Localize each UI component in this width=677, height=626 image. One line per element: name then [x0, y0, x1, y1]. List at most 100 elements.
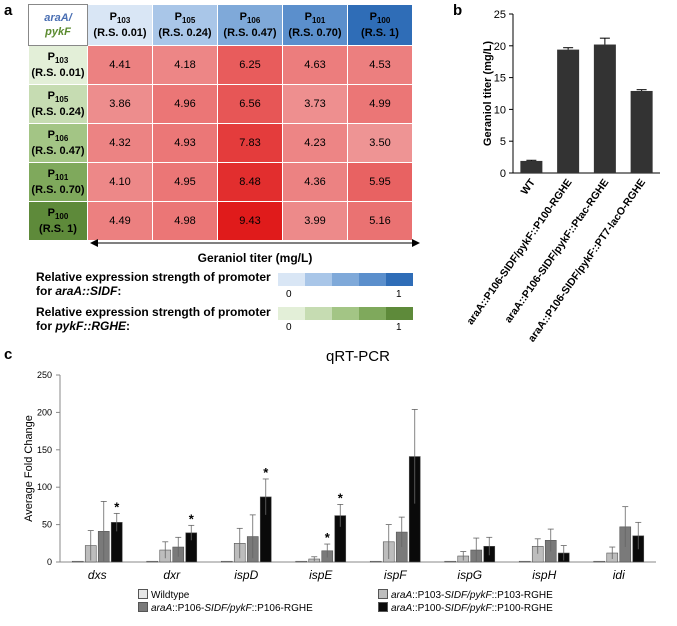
- legend-text-part: ::P100-RGHE: [491, 603, 553, 614]
- y-tick-label: 250: [37, 370, 52, 380]
- qrtpcr-legend-right: araA::P103-SIDF/pykF::P103-RGHE araA::P1…: [378, 589, 553, 615]
- legend-swatch: [378, 602, 388, 612]
- y-tick-label: 200: [37, 407, 52, 417]
- significance-mark: *: [189, 511, 195, 526]
- colorbar-swatch: [305, 307, 332, 320]
- y-tick-label: 50: [42, 520, 52, 530]
- heatmap-row-header: P105 (R.S. 0.24): [28, 84, 88, 124]
- y-tick-label: 0: [47, 557, 52, 567]
- colorbar-swatch: [278, 273, 305, 286]
- y-tick-label: 5: [500, 136, 506, 148]
- significance-mark: *: [338, 490, 344, 505]
- heatmap-cell: 3.50: [347, 123, 413, 163]
- heatmap-table: araA/pykF P103 (R.S. 0.01) P105 (R.S. 0.24) P…: [28, 4, 413, 241]
- y-axis-label: Average Fold Change: [23, 415, 35, 522]
- legend-text-part: araA: [391, 590, 413, 601]
- qrtpcr-legend-wildtype: Wildtype: [138, 589, 313, 602]
- y-tick-label: 10: [494, 104, 506, 116]
- x-tick-label: ispH: [532, 568, 556, 582]
- heatmap-cell: 4.63: [282, 45, 348, 85]
- heatmap-axis-arrow: [90, 239, 420, 247]
- colorbar-swatch: [359, 273, 386, 286]
- heatmap-col-header: P103 (R.S. 0.01): [87, 4, 153, 46]
- heatmap-cell: 6.56: [217, 84, 283, 124]
- significance-mark: *: [114, 499, 120, 514]
- colorbar-sidf-min: 0: [286, 289, 292, 300]
- y-tick-label: 100: [37, 482, 52, 492]
- legend-text-part: Wildtype: [151, 590, 190, 601]
- legend-text-part: ::P103-RGHE: [491, 590, 553, 601]
- legend-text-part: araA: [151, 603, 173, 614]
- legend-rghe-line2: for pykF::RGHE:: [36, 319, 131, 333]
- bar: [520, 160, 543, 173]
- heatmap-cell: 3.86: [87, 84, 153, 124]
- heatmap-cell: 4.36: [282, 162, 348, 202]
- legend-rghe-line1: Relative expression strength of promoter: [36, 305, 271, 319]
- bar: [630, 90, 653, 173]
- qrtpcr-legend-p103: araA::P103-SIDF/pykF::P103-RGHE: [378, 589, 553, 602]
- heatmap-cell: 3.73: [282, 84, 348, 124]
- legend-sidf-line1: Relative expression strength of promoter: [36, 270, 271, 284]
- heatmap-xlabel: Geraniol titer (mg/L): [197, 251, 313, 265]
- colorbar-swatch: [386, 307, 413, 320]
- heatmap-corner-label: araA/pykF: [28, 4, 88, 46]
- x-tick-label: ispG: [457, 568, 482, 582]
- qrtpcr-title: qRT-PCR: [326, 348, 390, 365]
- heatmap-col-header: P105 (R.S. 0.24): [152, 4, 218, 46]
- heatmap-row-header: P103 (R.S. 0.01): [28, 45, 88, 85]
- heatmap-cell: 4.53: [347, 45, 413, 85]
- y-tick-label: 15: [494, 73, 506, 85]
- heatmap-row-header: P101 (R.S. 0.70): [28, 162, 88, 202]
- bar: [71, 560, 84, 563]
- heatmap-cell: 4.32: [87, 123, 153, 163]
- legend-text-part: ::P106-RGHE: [251, 603, 313, 614]
- colorbar-swatch: [332, 273, 359, 286]
- heatmap-cell: 4.18: [152, 45, 218, 85]
- bar: [557, 49, 580, 174]
- heatmap-col-header: P100 (R.S. 1): [347, 4, 413, 46]
- x-tick-label: ispD: [234, 568, 258, 582]
- x-tick-label: idi: [613, 568, 625, 582]
- y-tick-label: 0: [500, 168, 506, 180]
- legend-sidf-line2: for araA::SIDF:: [36, 284, 122, 298]
- panel-a-letter: a: [4, 2, 13, 19]
- significance-mark: *: [263, 465, 269, 480]
- heatmap-cell: 4.95: [152, 162, 218, 202]
- heatmap-cell: 4.96: [152, 84, 218, 124]
- heatmap-cell: 6.25: [217, 45, 283, 85]
- heatmap-row-header: P100 (R.S. 1): [28, 201, 88, 241]
- legend-text-part: ::P106-: [172, 603, 205, 614]
- bar: [146, 560, 159, 563]
- legend-swatch: [138, 602, 148, 612]
- heatmap-cell: 4.41: [87, 45, 153, 85]
- y-tick-label: 25: [494, 9, 506, 21]
- legend-text-part: araA: [391, 603, 413, 614]
- colorbar-sidf: [278, 273, 413, 286]
- colorbar-rghe-min: 0: [286, 322, 292, 333]
- legend-swatch: [378, 589, 388, 599]
- legend-text-part: SIDF/pykF: [444, 590, 492, 601]
- x-tick-label: WT: [519, 176, 539, 197]
- heatmap-cell: 5.16: [347, 201, 413, 241]
- legend-rghe-label: Relative expression strength of promoter…: [36, 305, 271, 333]
- qrtpcr-legend-p100: araA::P100-SIDF/pykF::P100-RGHE: [378, 602, 553, 615]
- panel-b-letter: b: [453, 2, 463, 19]
- heatmap-row-header: P106 (R.S. 0.47): [28, 123, 88, 163]
- heatmap-cell: 4.98: [152, 201, 218, 241]
- colorbar-swatch: [332, 307, 359, 320]
- colorbar-swatch: [278, 307, 305, 320]
- colorbar-swatch: [359, 307, 386, 320]
- heatmap-cell: 4.99: [347, 84, 413, 124]
- heatmap-col-header: P106 (R.S. 0.47): [217, 4, 283, 46]
- qrtpcr-legend-p106: araA::P106-SIDF/pykF::P106-RGHE: [138, 602, 313, 615]
- legend-swatch: [138, 589, 148, 599]
- legend-text-part: ::P100-: [412, 603, 445, 614]
- bar: [444, 560, 457, 563]
- bar: [593, 560, 606, 563]
- qrtpcr-legend-left: Wildtype araA::P106-SIDF/pykF::P106-RGHE: [138, 589, 313, 615]
- heatmap-cell: 8.48: [217, 162, 283, 202]
- corner-araA: araA/: [44, 12, 72, 24]
- bar: [295, 560, 308, 563]
- bar: [369, 560, 382, 563]
- corner-pykF: pykF: [45, 26, 71, 38]
